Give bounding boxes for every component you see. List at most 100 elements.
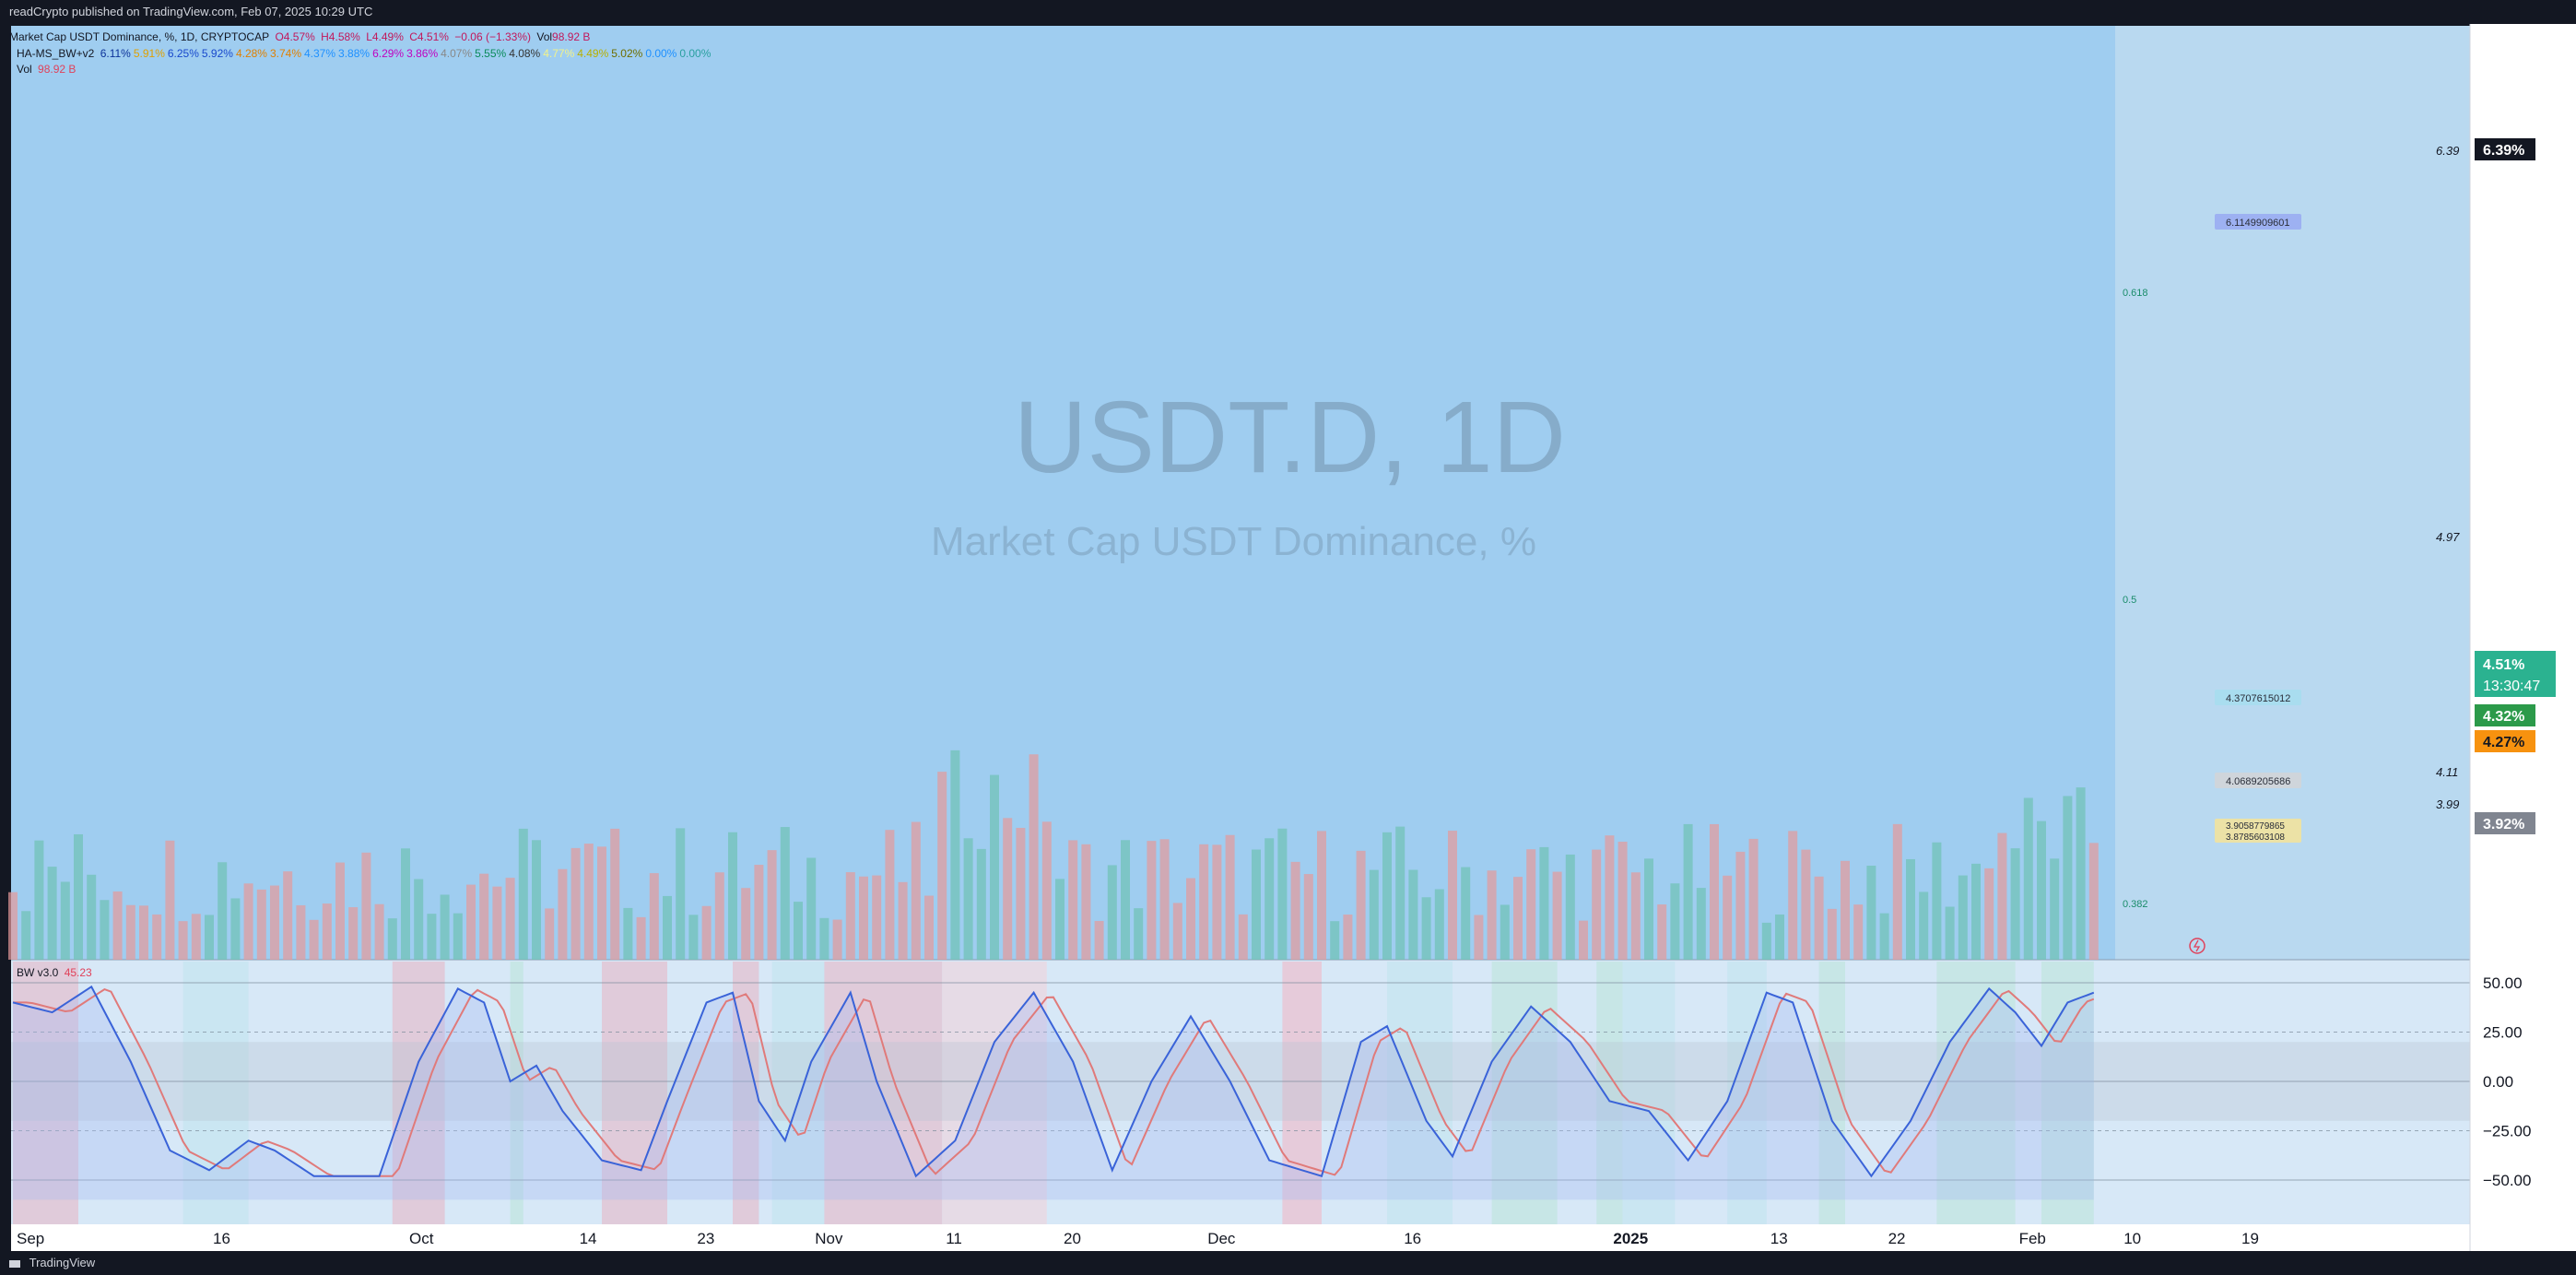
x-axis-label: 19 — [2241, 1230, 2259, 1247]
legend-indicator-value: 0.00% — [645, 47, 677, 60]
alert-icon[interactable] — [2189, 938, 2205, 954]
volume-bar — [532, 840, 541, 960]
volume-bar — [100, 900, 110, 960]
volume-bar — [2088, 843, 2099, 960]
legend-symbol[interactable]: Market Cap USDT Dominance, %, 1D, CRYPTO… — [9, 30, 270, 43]
volume-bar — [1932, 842, 1942, 960]
volume-bar — [924, 895, 934, 960]
badge-392-bg — [2475, 812, 2535, 834]
x-axis-label: 2025 — [1613, 1230, 1648, 1247]
volume-bar — [649, 873, 659, 960]
volume-bar — [1303, 874, 1313, 960]
legend-indicator-value: 5.55% — [475, 47, 507, 60]
volume-bar — [1958, 875, 1968, 960]
volume-bar — [859, 876, 868, 960]
x-axis-label: Dec — [1207, 1230, 1236, 1247]
volume-bar — [2037, 820, 2046, 960]
volume-bar — [8, 891, 18, 960]
volume-bar — [1055, 879, 1065, 960]
volume-layer — [8, 750, 2099, 960]
volume-bar — [1644, 858, 1653, 960]
volume-bar — [1081, 844, 1091, 960]
volume-bar — [387, 918, 397, 960]
volume-bar — [518, 828, 528, 960]
volume-bar — [427, 914, 437, 960]
tradingview-logo-icon — [9, 1259, 20, 1268]
volume-bar — [401, 848, 410, 960]
volume-bar — [1434, 889, 1444, 960]
legend-indicator-value: 4.77% — [543, 47, 575, 60]
volume-bar — [218, 862, 228, 960]
osc-fill — [13, 986, 2094, 1200]
box-label-3905: 3.9058779865 — [2226, 821, 2285, 832]
volume-bar — [1172, 903, 1182, 960]
volume-bar — [1238, 914, 1248, 960]
legend-bw-label[interactable]: BW v3.0 — [17, 966, 59, 979]
volume-bar — [191, 914, 201, 960]
volume-bar — [2063, 796, 2073, 960]
volume-bar — [1147, 841, 1157, 960]
badge-639: 6.39% — [2483, 143, 2524, 159]
volume-bar — [676, 828, 686, 960]
x-axis-label: 20 — [1064, 1230, 1081, 1247]
chart-svg[interactable]: USDT.D, 1D Market Cap USDT Dominance, % … — [0, 24, 2576, 1251]
legend-indicator-value: 5.92% — [201, 47, 233, 60]
legend-indicator-name[interactable]: HA-MS_BW+v2 — [17, 47, 95, 60]
volume-bar — [21, 911, 31, 960]
volume-bar — [610, 828, 620, 960]
x-axis-label: Sep — [17, 1230, 44, 1247]
legend-indicator-value: 4.28% — [235, 47, 267, 60]
legend-indicator-value: 3.74% — [269, 47, 301, 60]
volume-bar — [2023, 797, 2033, 960]
volume-bar — [466, 884, 476, 960]
volume-bar — [950, 750, 960, 960]
volume-bar — [1552, 871, 1562, 960]
box-label-3905-bg — [2215, 819, 2301, 843]
volume-bar — [1107, 865, 1117, 960]
volume-bar — [963, 838, 973, 960]
watermark-name: Market Cap USDT Dominance, % — [931, 519, 1536, 564]
legend-indicator-value: 4.08% — [509, 47, 541, 60]
volume-bar — [911, 821, 921, 960]
box-label-4370-bg — [2215, 690, 2301, 705]
volume-bar — [1539, 846, 1549, 960]
time-axis-bg — [0, 1224, 2576, 1251]
legend-indicator-value: 5.91% — [133, 47, 165, 60]
badge-427-bg — [2475, 730, 2535, 752]
volume-bar — [1421, 897, 1431, 960]
volume-bar — [898, 881, 908, 960]
volume-bar — [1290, 861, 1300, 960]
osc-y-axis-label: 25.00 — [2483, 1024, 2523, 1042]
volume-bar — [1474, 915, 1484, 960]
volume-bar — [728, 832, 737, 960]
volume-bar — [2010, 848, 2020, 960]
left-border — [0, 24, 11, 1251]
publish-header: readCrypto published on TradingView.com,… — [0, 0, 2576, 24]
legend-row-symbol: Market Cap USDT Dominance, %, 1D, CRYPTO… — [9, 30, 593, 44]
price-axis-bg — [2470, 24, 2576, 1251]
volume-bar — [1696, 888, 1706, 960]
legend-indicator-value: 0.00% — [679, 47, 712, 60]
badge-current-bg — [2475, 651, 2556, 697]
legend-vol-label[interactable]: Vol — [17, 63, 32, 76]
volume-bar — [139, 905, 148, 960]
volume-bar — [583, 844, 594, 960]
line-399-label: 3.99 — [2436, 797, 2459, 811]
x-axis-label: 11 — [946, 1230, 962, 1247]
fib-618-label: 0.618 — [2123, 288, 2148, 299]
volume-bar — [701, 905, 712, 960]
volume-bar — [74, 833, 83, 960]
legend-indicator-value: 6.29% — [372, 47, 405, 60]
volume-bar — [1945, 906, 1955, 960]
osc-bg-stripe — [510, 962, 523, 1224]
line-411-label: 4.11 — [2436, 765, 2458, 779]
volume-bar — [937, 772, 947, 960]
volume-bar — [361, 852, 371, 960]
volume-bar — [780, 827, 790, 960]
volume-bar — [1565, 854, 1575, 960]
volume-bar — [479, 873, 489, 960]
volume-bar — [309, 919, 319, 960]
volume-bar — [1526, 849, 1536, 960]
volume-bar — [1657, 904, 1667, 960]
